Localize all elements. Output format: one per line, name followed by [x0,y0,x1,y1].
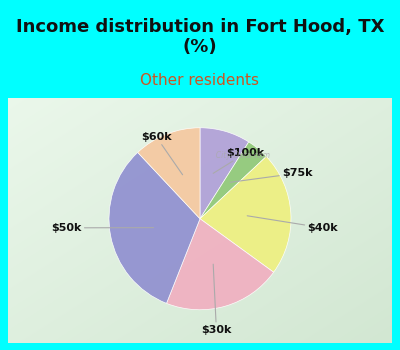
Text: $75k: $75k [230,168,312,182]
Text: Other residents: Other residents [140,73,260,88]
Wedge shape [200,156,291,272]
Text: $60k: $60k [141,132,182,175]
Wedge shape [200,142,266,219]
Text: Income distribution in Fort Hood, TX
(%): Income distribution in Fort Hood, TX (%) [16,18,384,56]
Text: $100k: $100k [213,148,264,173]
Text: City-Data.com: City-Data.com [212,150,270,160]
Text: $30k: $30k [201,264,232,335]
Wedge shape [200,128,249,219]
Wedge shape [166,219,274,310]
Wedge shape [138,128,200,219]
Wedge shape [109,152,200,303]
Text: $50k: $50k [51,223,154,233]
Text: $40k: $40k [247,216,338,233]
